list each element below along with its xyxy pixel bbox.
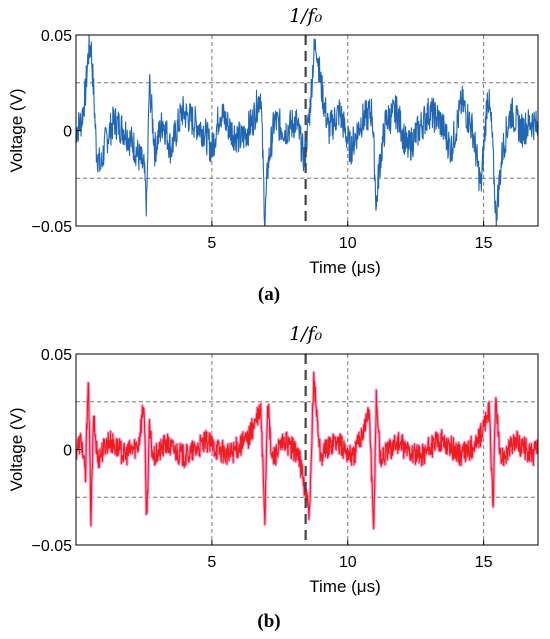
y-tick-label: −0.05 xyxy=(32,219,73,236)
series-line xyxy=(76,371,538,530)
y-axis-label: Voltage (V) xyxy=(7,88,26,172)
y-tick-label: 0 xyxy=(63,124,72,141)
y-axis-label: Voltage (V) xyxy=(7,407,26,491)
y-tick-label: 0.05 xyxy=(41,28,72,45)
panel-a: 5 10 15 −0.05 0 0.05 Time (μs) Voltage (V) 1/f₀ (… xyxy=(7,5,539,305)
x-tick-label: 5 xyxy=(207,235,216,252)
x-tick-label: 15 xyxy=(475,554,493,571)
y-tick-label: −0.05 xyxy=(32,538,73,555)
x-tick-label: 15 xyxy=(475,235,493,252)
x-axis-label: Time (μs) xyxy=(309,577,381,596)
y-tick-label: 0.05 xyxy=(41,347,72,364)
panel-caption: (b) xyxy=(257,611,280,632)
x-tick-label: 5 xyxy=(207,554,216,571)
series-line xyxy=(76,35,538,226)
x-axis-label: Time (μs) xyxy=(309,258,381,277)
y-tick-label: 0 xyxy=(63,443,72,460)
panel-caption: (a) xyxy=(258,284,280,305)
x-tick-label: 10 xyxy=(339,554,357,571)
period-annotation: 1/f₀ xyxy=(289,323,323,345)
period-annotation: 1/f₀ xyxy=(289,5,323,27)
panel-b: 5 10 15 −0.05 0 0.05 Time (μs) Voltage (V) 1/f₀ (… xyxy=(7,323,539,632)
x-tick-label: 10 xyxy=(339,235,357,252)
